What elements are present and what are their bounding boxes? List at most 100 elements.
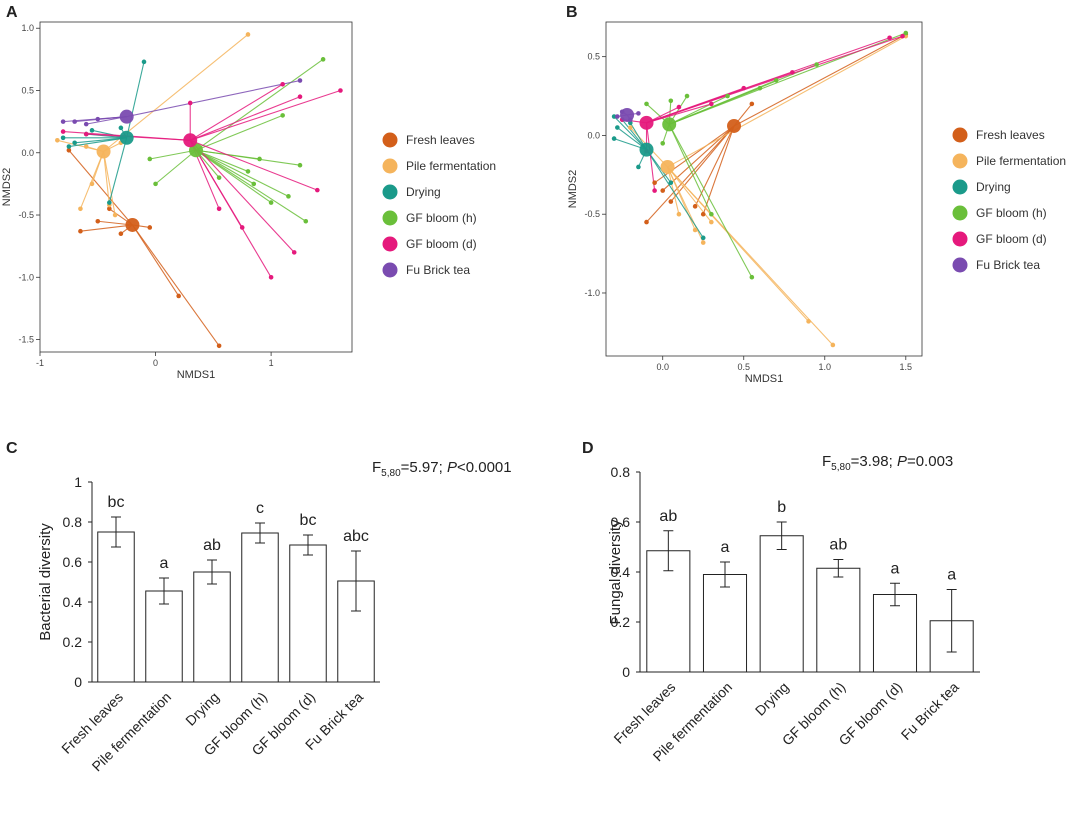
legend-label-drying: Drying	[976, 180, 1011, 194]
spider-line-gf-bloom-h	[155, 149, 197, 185]
centroid-gf-bloom-d	[183, 133, 198, 148]
sample-point-fresh-leaves	[652, 180, 657, 185]
sample-point-gf-bloom-d	[887, 35, 892, 41]
x-tick-label-b: 1.0	[819, 362, 832, 372]
centroid-fresh-leaves	[727, 118, 742, 133]
spider-line-gf-bloom-d	[86, 133, 191, 141]
spider-line-gf-bloom-h	[195, 114, 283, 151]
spider-line-fresh-leaves	[670, 125, 735, 202]
bar-drying	[759, 535, 804, 673]
sample-point-gf-bloom-d	[280, 81, 285, 87]
sample-points-a	[55, 32, 343, 349]
plot-frame-a	[39, 21, 353, 353]
centroid-fu-brick-tea	[620, 107, 635, 122]
panel-label-c: C	[6, 440, 18, 457]
sample-point-gf-bloom-d	[83, 131, 89, 137]
centroids-a	[96, 109, 203, 232]
significance-letter-gf-bloom-h: c	[256, 500, 264, 517]
y-tick-label-a: 0.0	[21, 148, 34, 158]
sample-point-drying	[66, 144, 72, 149]
spider-line-drying	[108, 137, 128, 203]
sample-point-fu-brick-tea	[297, 78, 303, 83]
sample-point-gf-bloom-h	[245, 169, 251, 174]
significance-letter-fresh-leaves: ab	[659, 508, 677, 525]
sample-point-drying	[668, 180, 674, 185]
centroids-b	[620, 107, 742, 174]
legend-b: Fresh leaves Pile fermentation Drying GF bl…	[952, 127, 1066, 273]
x-axis-label-b: NMDS1	[745, 373, 784, 385]
y-tick-label-a: -1.0	[18, 272, 34, 282]
significance-letter-fu-brick-tea: a	[947, 567, 956, 584]
centroid-gf-bloom-d	[639, 115, 654, 130]
y-axis-label-b: NMDS2	[567, 170, 579, 209]
significance-letter-pile-fermentation: a	[721, 539, 730, 556]
sample-point-gf-bloom-h	[709, 211, 714, 217]
sample-point-fresh-leaves	[118, 231, 124, 236]
spider-line-fresh-leaves	[80, 224, 133, 232]
y-tick-label-c: 0.6	[63, 554, 83, 570]
y-tick-label-a: -0.5	[18, 210, 34, 220]
sample-point-gf-bloom-h	[725, 93, 730, 99]
sample-point-fresh-leaves	[78, 228, 83, 234]
sample-point-pile-fermentation	[903, 33, 909, 39]
x-tick-label-b: 0.5	[737, 362, 750, 372]
spider-line-drying	[613, 116, 647, 150]
spider-line-gf-bloom-d	[190, 96, 301, 141]
sample-point-gf-bloom-h	[660, 141, 666, 146]
legend-label-fu-brick-tea: Fu Brick tea	[976, 258, 1040, 272]
y-tick-label-c: 0.4	[63, 594, 83, 610]
sample-point-gf-bloom-h	[749, 274, 755, 280]
spider-line-gf-bloom-d	[190, 139, 318, 191]
sample-point-gf-bloom-d	[338, 88, 343, 93]
sample-point-fresh-leaves	[668, 199, 674, 204]
sample-point-fresh-leaves	[692, 204, 698, 209]
legend-marker-fresh-leaves	[952, 127, 968, 143]
legend-label-pile-fermentation: Pile fermentation	[976, 154, 1066, 168]
significance-letter-gf-bloom-d: bc	[300, 512, 317, 529]
sample-point-gf-bloom-h	[280, 113, 285, 118]
y-tick-label-b: 0.0	[587, 130, 600, 140]
spider-line-gf-bloom-h	[195, 149, 307, 222]
spider-line-gf-bloom-h	[668, 124, 712, 215]
sample-point-drying	[141, 59, 147, 65]
bar-chart-c: F5,80=5.97; P<0.0001 0 0.2 0.4 0.6 0.8 1 Bacter…	[37, 459, 512, 774]
legend-marker-fresh-leaves	[382, 132, 398, 148]
x-tick-label-b: 0.0	[656, 362, 669, 372]
significance-letter-drying: b	[777, 499, 786, 516]
sample-point-gf-bloom-h	[153, 181, 158, 187]
sample-point-gf-bloom-d	[297, 94, 303, 100]
x-axis-label-a: NMDS1	[177, 369, 216, 381]
sample-point-fresh-leaves	[700, 211, 706, 217]
sample-point-pile-fermentation	[709, 219, 714, 225]
spider-line-gf-bloom-h	[195, 58, 324, 151]
legend-marker-fu-brick-tea	[952, 257, 968, 273]
spider-line-gf-bloom-d	[189, 139, 295, 253]
sample-point-gf-bloom-h	[147, 156, 153, 162]
sample-point-pile-fermentation	[830, 342, 836, 348]
centroid-fresh-leaves	[125, 217, 140, 232]
bar-gf-bloom-d	[872, 594, 918, 673]
sample-point-drying	[611, 136, 617, 141]
sample-point-drying	[611, 114, 617, 119]
y-tick-label-a: 1.0	[21, 23, 34, 33]
bar-fresh-leaves	[97, 531, 135, 683]
sample-point-drying	[636, 164, 641, 170]
sample-point-pile-fermentation	[692, 227, 698, 233]
sample-point-gf-bloom-d	[900, 33, 905, 39]
legend-marker-pile-fermentation	[952, 153, 968, 169]
category-label-drying: Drying	[752, 679, 792, 719]
legend-label-fresh-leaves: Fresh leaves	[976, 128, 1045, 142]
y-tick-label-c: 1	[74, 474, 82, 490]
spider-line-gf-bloom-d	[645, 122, 656, 191]
category-label-fu-brick-tea: Fu Brick tea	[898, 679, 962, 743]
sample-point-gf-bloom-d	[676, 104, 682, 110]
sample-point-pile-fermentation	[676, 211, 682, 217]
sample-point-gf-bloom-d	[216, 206, 222, 212]
sample-point-fu-brick-tea	[95, 116, 101, 122]
legend-marker-drying	[382, 184, 398, 200]
sample-point-pile-fermentation	[83, 144, 89, 149]
spider-line-fu-brick-tea	[126, 79, 301, 118]
spider-lines-a	[57, 34, 341, 347]
legend-a: Fresh leaves Pile fermentation Drying GF bl…	[382, 132, 496, 278]
y-tick-label-d: 0	[622, 664, 630, 680]
